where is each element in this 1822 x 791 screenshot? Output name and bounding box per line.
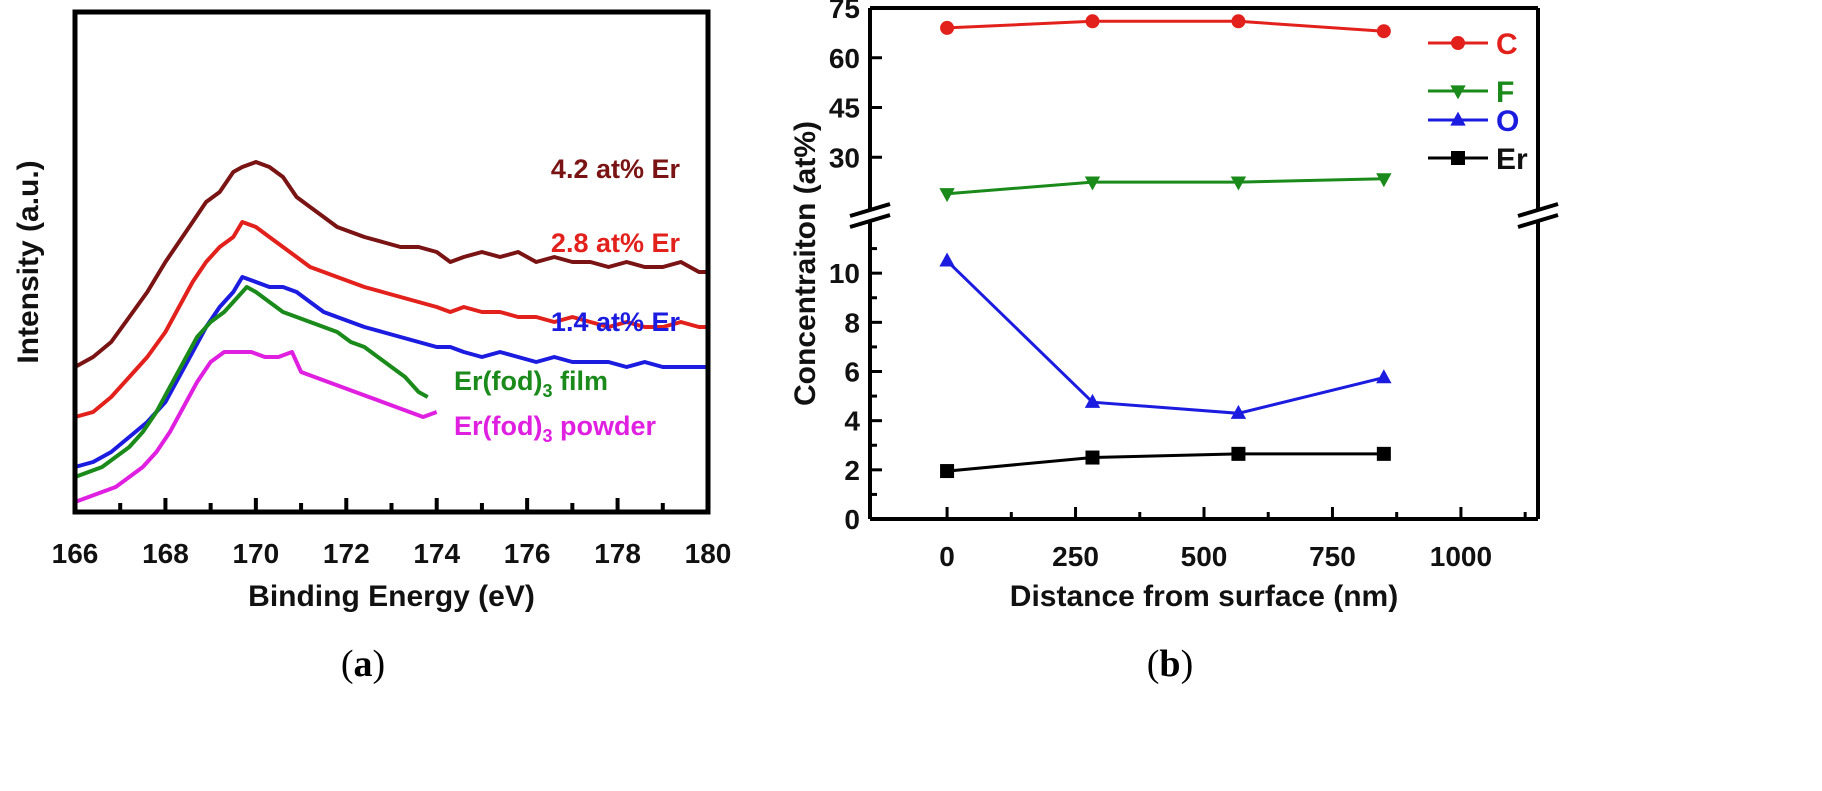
y-tick-label: 45 <box>829 93 860 124</box>
panel-a-series-group <box>74 160 708 504</box>
panel-b-ticks: 0 250 500 750 1000 0 2 4 6 8 10 30 45 60 75 <box>829 0 1527 572</box>
series-label-2: 2.8 at% Er <box>551 228 681 258</box>
legend-label-er: Er <box>1496 143 1528 176</box>
panel-a-plot-frame <box>72 9 711 515</box>
panel-b-caption: (b) <box>1147 643 1193 685</box>
series-line-4 <box>74 285 429 479</box>
series-line-f <box>946 177 1384 196</box>
panel-b-plot-frame <box>849 6 1559 521</box>
y-tick-label: 30 <box>829 142 860 173</box>
panel-b-series-group <box>939 14 1392 479</box>
data-point-c <box>1231 14 1246 29</box>
data-point-f <box>1376 173 1392 188</box>
y-tick-label: 2 <box>844 455 860 486</box>
data-point-er <box>1231 446 1246 461</box>
data-point-c <box>1085 14 1100 29</box>
x-tick-label: 1000 <box>1430 541 1492 572</box>
y-tick-label: 0 <box>844 504 860 535</box>
data-point-o <box>1084 393 1101 408</box>
panel-a-x-axis-title: Binding Energy (eV) <box>248 580 535 613</box>
data-point-er <box>1376 446 1391 461</box>
panel-a-caption: (a) <box>341 643 385 685</box>
data-point-er <box>940 464 955 479</box>
x-tick-label: 176 <box>504 538 551 569</box>
series-line-3 <box>74 275 708 469</box>
legend-marker-er <box>1451 151 1465 165</box>
series-label-5: Er(fod)3 powder <box>454 411 656 446</box>
data-point-o <box>939 252 955 267</box>
data-point-o <box>1376 369 1392 384</box>
legend-label-f: F <box>1496 76 1514 109</box>
panel-b-y-axis-title: Concentraiton (at%) <box>789 121 822 406</box>
series-label-4: Er(fod)3 film <box>454 366 608 401</box>
panel-a-chart: 166 168 170 172 174 176 178 180 4.2 at% Er 2.8 a… <box>12 9 732 685</box>
panel-a-y-axis-title: Intensity (a.u.) <box>12 160 45 363</box>
data-point-c <box>940 20 955 35</box>
y-tick-label: 6 <box>844 357 860 388</box>
data-point-f <box>1230 176 1247 191</box>
data-point-o <box>1230 404 1247 419</box>
axis-break-mark <box>849 202 891 218</box>
data-point-f <box>939 188 955 203</box>
y-tick-label: 10 <box>829 258 860 289</box>
panel-a-x-ticks: 166 168 170 172 174 176 178 180 <box>52 498 732 569</box>
series-line-5 <box>74 350 438 504</box>
x-tick-label: 172 <box>323 538 370 569</box>
panel-b-legend: CFO Er <box>1428 28 1528 176</box>
y-tick-label: 75 <box>829 0 860 24</box>
axis-break-mark <box>849 213 891 229</box>
series-line-er <box>946 452 1384 473</box>
x-tick-label: 500 <box>1181 541 1228 572</box>
legend-label-c: C <box>1496 28 1518 61</box>
series-label-3: 1.4 at% Er <box>551 307 681 337</box>
series-line-o <box>946 259 1385 415</box>
x-tick-label: 250 <box>1052 541 1099 572</box>
x-tick-label: 170 <box>232 538 279 569</box>
series-label-1: 4.2 at% Er <box>551 154 681 184</box>
x-tick-label: 178 <box>594 538 641 569</box>
legend-marker-f <box>1450 85 1466 100</box>
data-point-f <box>1084 176 1101 191</box>
data-point-er <box>1085 450 1100 465</box>
x-tick-label: 0 <box>939 541 955 572</box>
series-line-1 <box>74 160 708 369</box>
panel-a-series-labels: 4.2 at% Er 2.8 at% Er 1.4 at% Er Er(fod)3 f… <box>454 154 680 446</box>
legend-label-o: O <box>1496 105 1519 138</box>
series-line-c <box>947 19 1384 33</box>
panel-b-chart: 0 250 500 750 1000 0 2 4 6 8 10 30 45 60 75 CFO Er Dist… <box>789 0 1559 685</box>
x-tick-label: 174 <box>413 538 460 569</box>
legend-marker-c <box>1451 36 1465 50</box>
series-line-2 <box>74 220 708 419</box>
axis-break-mark <box>1517 202 1559 218</box>
panel-b-x-axis-title: Distance from surface (nm) <box>1010 580 1398 613</box>
data-point-c <box>1376 24 1391 39</box>
y-tick-label: 8 <box>844 307 860 338</box>
x-tick-label: 750 <box>1309 541 1356 572</box>
x-tick-label: 168 <box>142 538 189 569</box>
axis-break-mark <box>1517 213 1559 229</box>
y-tick-label: 4 <box>844 406 860 437</box>
x-tick-label: 166 <box>52 538 99 569</box>
y-tick-label: 60 <box>829 43 860 74</box>
x-tick-label: 180 <box>685 538 732 569</box>
legend-marker-o <box>1450 111 1466 126</box>
